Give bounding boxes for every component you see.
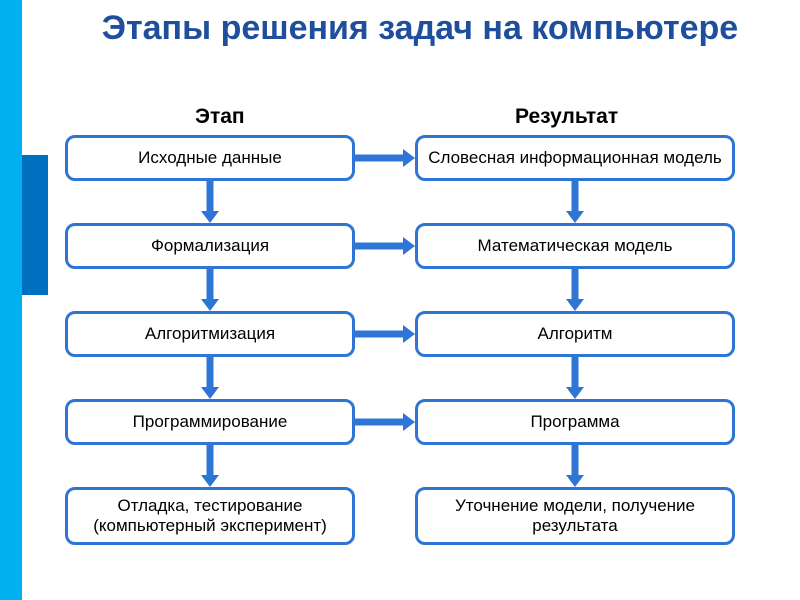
arrow-down-result <box>557 339 593 417</box>
arrow-down-result <box>557 427 593 505</box>
arrow-stage-to-result <box>337 316 433 352</box>
arrow-stage-to-result <box>337 140 433 176</box>
arrow-down-result <box>557 251 593 329</box>
arrow-down-stage <box>192 427 228 505</box>
arrow-down-result <box>557 163 593 241</box>
sidebar-accent-dark <box>0 0 22 600</box>
page-title: Этапы решения задач на компьютере <box>60 10 780 47</box>
arrow-stage-to-result <box>337 404 433 440</box>
column-header-result: Результат <box>515 105 618 129</box>
arrow-down-stage <box>192 251 228 329</box>
arrow-down-stage <box>192 339 228 417</box>
sidebar-accent-light <box>22 155 48 295</box>
arrow-down-stage <box>192 163 228 241</box>
arrow-stage-to-result <box>337 228 433 264</box>
column-header-stage: Этап <box>195 105 245 129</box>
